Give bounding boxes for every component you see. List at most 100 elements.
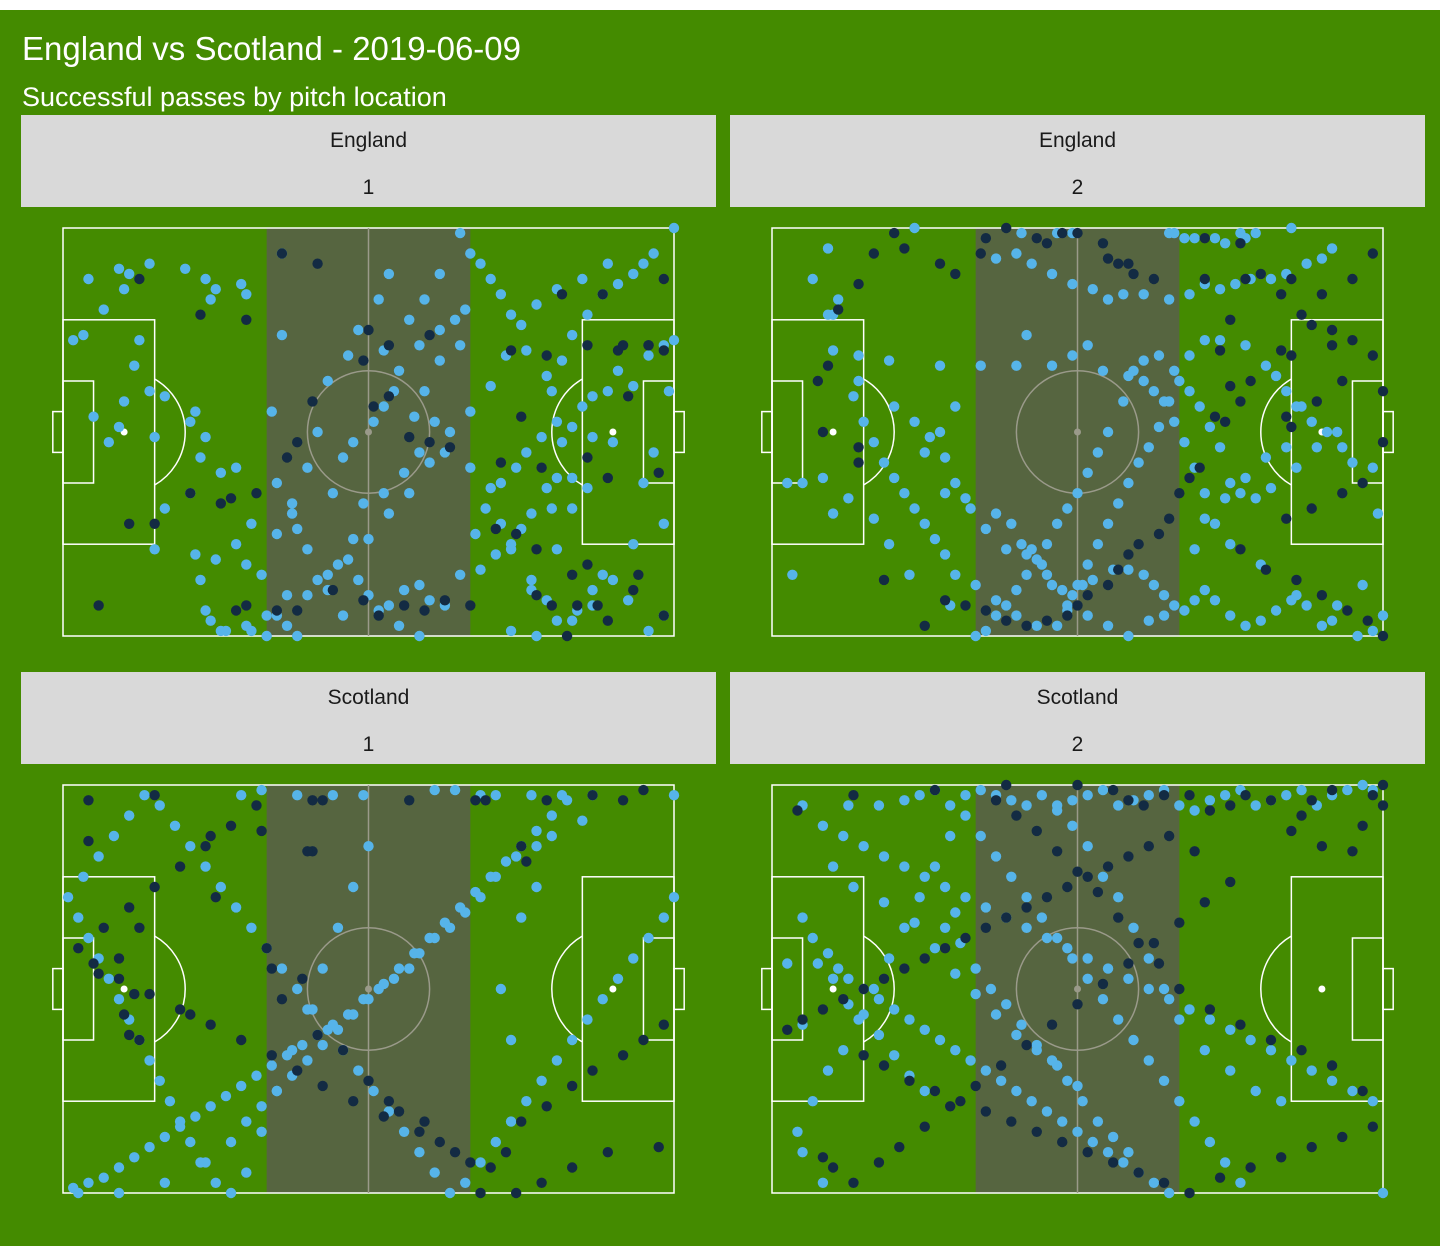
pass-point-dark (1326, 324, 1338, 336)
pass-point-light (838, 830, 849, 842)
pass-point-dark (919, 1121, 930, 1132)
pass-point-light (807, 932, 818, 944)
pass-point-dark (123, 1029, 135, 1041)
pass-point-dark (1097, 238, 1109, 249)
pass-point-dark (358, 355, 369, 366)
pass-point-dark (378, 1111, 389, 1122)
pass-point-light (225, 1187, 237, 1199)
pass-point-dark (566, 1162, 578, 1173)
pass-point-dark (414, 1126, 425, 1137)
pass-point-light (1092, 447, 1104, 458)
pass-point-light (1067, 820, 1078, 831)
facet-half-label: 2 (1071, 176, 1084, 199)
pass-point-light (1377, 1187, 1389, 1199)
pass-point-light (1143, 953, 1154, 964)
pass-point-light (843, 493, 854, 504)
pass-point-light (980, 523, 992, 535)
pass-point-light (643, 350, 654, 361)
pass-point-light (1082, 340, 1093, 351)
pass-point-dark (546, 600, 557, 611)
pass-point-light (1174, 1096, 1185, 1107)
pass-point-dark (424, 437, 435, 448)
pass-point-light (643, 932, 654, 944)
pass-point-light (787, 569, 798, 580)
pass-point-dark (1209, 411, 1221, 422)
pass-point-light (1316, 620, 1328, 631)
pass-point-dark (1082, 1147, 1093, 1158)
pass-point-light (950, 401, 961, 412)
goal-left (52, 410, 64, 454)
pass-point-dark (1306, 1141, 1317, 1153)
pass-point-light (1260, 360, 1272, 371)
pass-point-dark (134, 273, 145, 285)
pass-point-dark (302, 846, 313, 857)
pass-point-light (848, 881, 859, 893)
pass-point-dark (113, 973, 125, 984)
pass-point-dark (1041, 615, 1053, 626)
pass-point-light (266, 1060, 277, 1071)
pass-point-dark (1163, 513, 1175, 524)
pass-point-dark (118, 1009, 130, 1020)
pass-point-dark (174, 1004, 186, 1015)
pass-point-light (853, 375, 864, 387)
pass-point-dark (1082, 590, 1093, 601)
pass-point-light (1306, 416, 1317, 427)
pass-point-dark (393, 1106, 405, 1117)
pass-point-dark (210, 892, 221, 903)
pass-point-light (1148, 579, 1160, 591)
six-yard-box-left (62, 380, 95, 484)
pass-point-dark (919, 620, 930, 631)
pass-point-dark (256, 825, 267, 837)
pass-point-dark (1072, 999, 1083, 1010)
pass-point-light (1143, 442, 1154, 453)
pass-point-light (1041, 569, 1053, 580)
pass-point-dark (929, 784, 941, 796)
pass-point-light (1021, 800, 1032, 811)
pass-point-light (1163, 396, 1175, 407)
pass-point-light (1163, 1187, 1175, 1199)
pass-point-light (1316, 253, 1328, 264)
pass-point-light (271, 528, 283, 540)
pass-point-light (505, 1034, 517, 1046)
pass-point-dark (317, 795, 328, 806)
pass-point-dark (1357, 477, 1368, 489)
pass-point-light (1036, 559, 1048, 570)
pass-point-light (1021, 549, 1032, 560)
pass-point-dark (1031, 233, 1042, 244)
pass-point-light (368, 416, 379, 427)
pass-point-dark (950, 268, 961, 280)
pass-point-light (582, 309, 593, 320)
pass-point-dark (658, 610, 670, 621)
pass-point-light (439, 917, 451, 928)
pass-point-dark (358, 595, 369, 606)
pass-point-light (1021, 329, 1032, 341)
pass-point-light (113, 1162, 125, 1173)
pass-point-light (1209, 595, 1221, 606)
pass-point-dark (292, 1065, 303, 1076)
pass-point-light (612, 278, 624, 290)
pass-point-light (556, 355, 568, 366)
pass-point-light (899, 922, 910, 933)
pitch-panel-scotland-1 (52, 784, 685, 1199)
pass-point-dark (480, 795, 491, 806)
pass-point-light (1138, 375, 1149, 387)
pass-point-dark (1041, 238, 1053, 249)
pass-point-light (261, 610, 272, 621)
pass-point-light (205, 1101, 216, 1112)
pass-point-dark (1102, 579, 1114, 591)
pass-point-dark (1286, 273, 1297, 285)
pass-point-light (1041, 539, 1053, 550)
pass-point-dark (889, 227, 900, 239)
pass-point-dark (1001, 779, 1012, 791)
pass-point-light (878, 851, 890, 862)
pass-point-light (822, 243, 834, 254)
pass-point-dark (1377, 779, 1389, 791)
pass-point-light (1011, 1085, 1022, 1097)
pass-point-dark (93, 600, 104, 611)
pass-point-light (353, 574, 364, 586)
pass-point-light (1240, 340, 1251, 351)
pass-point-light (241, 1167, 252, 1178)
pass-point-light (292, 983, 303, 995)
pass-point-light (909, 222, 920, 234)
pass-point-light (129, 360, 140, 371)
